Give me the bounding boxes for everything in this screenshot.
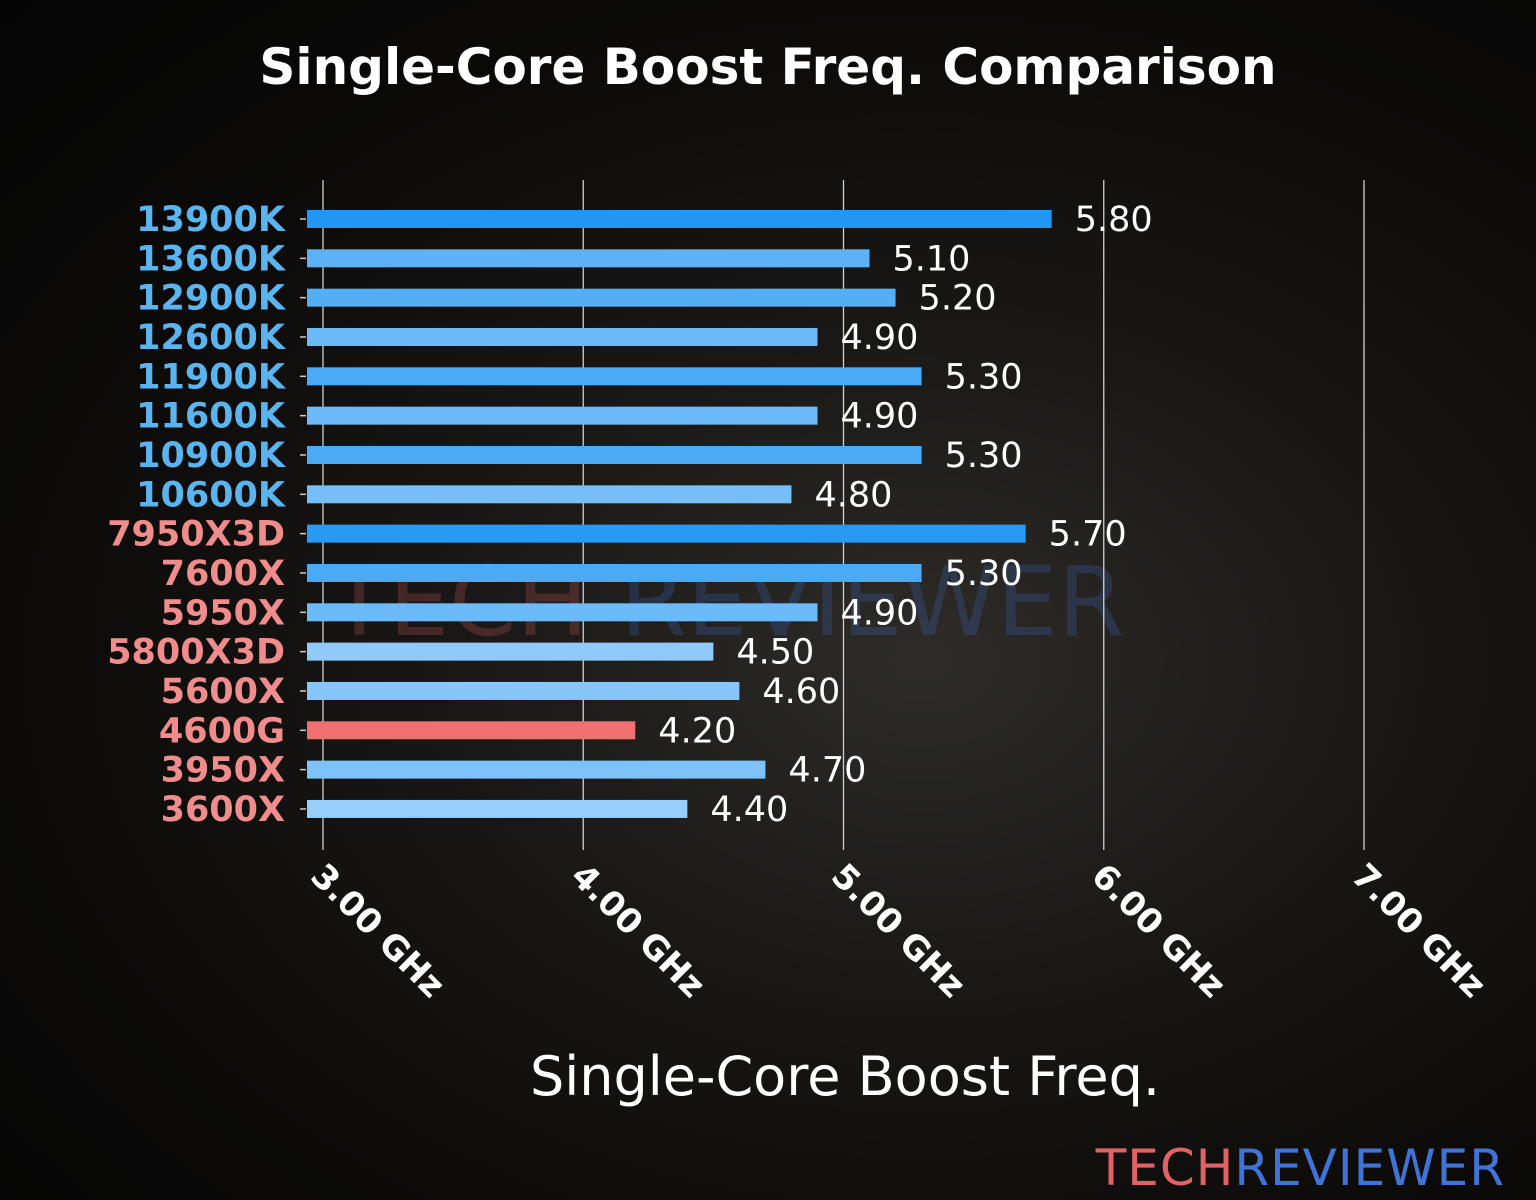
- category-label: 3600X: [161, 790, 285, 830]
- logo: TECHREVIEWER: [1095, 1139, 1505, 1197]
- category-label: 7600X: [161, 554, 285, 594]
- bar-13900K: [307, 210, 1052, 228]
- watermark-tech: TECH: [329, 546, 589, 658]
- bar-11600K: [307, 406, 818, 425]
- data-label: 4.50: [736, 633, 814, 673]
- bar-7950X3D: [307, 524, 1026, 543]
- data-label: 4.90: [840, 318, 918, 358]
- data-label: 5.30: [945, 436, 1023, 476]
- bar-5600X: [307, 681, 740, 700]
- bar-5950X: [307, 603, 818, 622]
- category-label: 11600K: [136, 397, 287, 437]
- category-label: 13600K: [136, 239, 287, 279]
- category-label: 5950X: [161, 593, 285, 633]
- bar-4600G: [307, 721, 636, 740]
- category-label: 5800X3D: [107, 633, 285, 673]
- data-label: 4.70: [788, 751, 866, 791]
- data-label: 4.60: [762, 672, 840, 712]
- data-label: 5.30: [945, 554, 1023, 594]
- data-label: 5.10: [893, 239, 971, 279]
- bar-13600K: [307, 249, 870, 268]
- x-tick-label: 4.00 GHz: [563, 856, 713, 1006]
- x-axis-label: Single-Core Boost Freq.: [530, 1045, 1160, 1108]
- data-label: 4.90: [840, 593, 918, 633]
- bar-12600K: [307, 327, 818, 346]
- bar-5800X3D: [307, 642, 714, 661]
- data-label: 4.20: [658, 711, 736, 751]
- bar-10600K: [307, 485, 792, 504]
- data-label: 5.20: [919, 279, 997, 319]
- category-label: 5600X: [161, 672, 285, 712]
- x-tick-label: 5.00 GHz: [823, 856, 973, 1006]
- bar-12900K: [307, 288, 896, 307]
- bar-7600X: [307, 563, 922, 582]
- data-label: 4.90: [840, 397, 918, 437]
- category-label: 12600K: [136, 318, 287, 358]
- bar-11900K: [307, 367, 922, 386]
- category-label: 4600G: [159, 711, 285, 751]
- logo-tech: TECH: [1095, 1139, 1235, 1197]
- data-label: 4.80: [814, 475, 892, 515]
- category-label: 11900K: [136, 357, 287, 397]
- x-tick-label: 6.00 GHz: [1083, 856, 1233, 1006]
- bar-10900K: [307, 445, 922, 464]
- category-label: 7950X3D: [107, 515, 285, 555]
- data-label: 5.70: [1049, 515, 1127, 555]
- category-label: 10900K: [136, 436, 287, 476]
- svg-text:TECHREVIEWER: TECHREVIEWER: [1095, 1139, 1505, 1197]
- logo-reviewer: REVIEWER: [1234, 1139, 1505, 1197]
- category-label: 3950X: [161, 751, 285, 791]
- category-label: 10600K: [136, 475, 287, 515]
- data-label: 4.40: [710, 790, 788, 830]
- category-label: 13900K: [136, 200, 287, 240]
- bar-3950X: [307, 760, 766, 779]
- x-tick-label: 3.00 GHz: [303, 856, 453, 1006]
- chart-title: Single-Core Boost Freq. Comparison: [259, 38, 1276, 96]
- data-label: 5.80: [1075, 200, 1153, 240]
- data-label: 5.30: [945, 357, 1023, 397]
- bar-3600X: [307, 799, 688, 818]
- category-label: 12900K: [136, 279, 287, 319]
- x-tick-label: 7.00 GHz: [1344, 856, 1494, 1006]
